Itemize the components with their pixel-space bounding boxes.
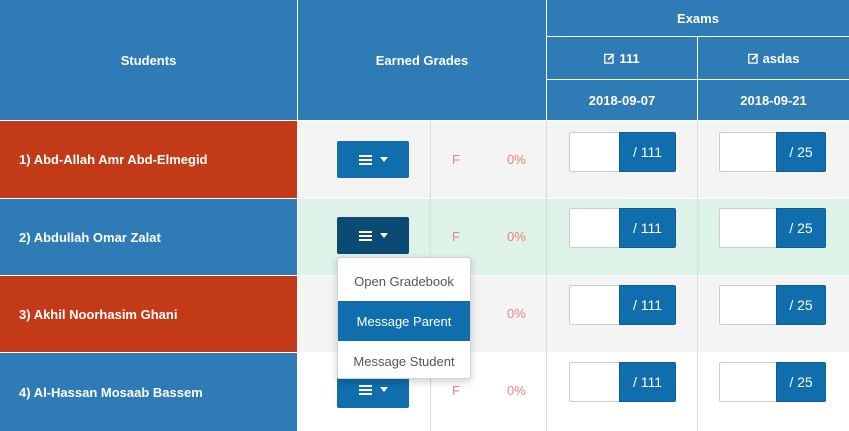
score-input-group: / 111 xyxy=(569,362,676,402)
exam-column-1-header[interactable]: 111 xyxy=(547,37,697,79)
score-max: / 25 xyxy=(776,208,826,248)
letter-grade: F xyxy=(452,152,460,167)
actions-dropdown-menu: Open Gradebook Message Parent Message St… xyxy=(337,257,471,379)
edit-icon xyxy=(604,53,615,64)
table-row: 2) Abdullah Omar Zalat F 0% / 111 / 25 xyxy=(0,199,849,275)
score-input[interactable] xyxy=(569,132,619,172)
score-input[interactable] xyxy=(569,285,619,325)
student-name[interactable]: 4) Al-Hassan Mosaab Bassem xyxy=(0,353,297,431)
score-input[interactable] xyxy=(719,132,776,172)
score-input[interactable] xyxy=(569,208,619,248)
letter-grade: F xyxy=(452,229,460,244)
score-max: / 25 xyxy=(776,285,826,325)
letter-grade: F xyxy=(452,383,460,398)
exam-column-2-date-label: 2018-09-21 xyxy=(740,92,807,108)
actions-menu-button[interactable] xyxy=(337,217,409,254)
student-name[interactable]: 2) Abdullah Omar Zalat xyxy=(0,199,297,275)
score-input[interactable] xyxy=(569,362,619,402)
score-max: / 111 xyxy=(619,362,676,402)
exam-column-1-date-label: 2018-09-07 xyxy=(588,92,656,108)
menu-item-message-student[interactable]: Message Student xyxy=(353,353,455,369)
grade-percent: 0% xyxy=(507,152,526,167)
score-max: / 25 xyxy=(776,362,826,402)
score-input-group: / 25 xyxy=(719,208,826,248)
student-name[interactable]: 3) Akhil Noorhasim Ghani xyxy=(0,276,297,352)
menu-item-message-parent[interactable]: Message Parent xyxy=(338,301,470,341)
exam-column-2-name: asdas xyxy=(762,50,800,66)
column-divider xyxy=(697,121,698,431)
grade-percent: 0% xyxy=(507,306,526,321)
student-name-label: 1) Abd-Allah Amr Abd-Elmegid xyxy=(19,152,208,167)
score-input-group: / 25 xyxy=(719,362,826,402)
exam-column-2-header[interactable]: asdas xyxy=(698,37,849,79)
header-students-label: Students xyxy=(120,52,177,68)
caret-down-icon xyxy=(379,157,388,162)
bars-icon xyxy=(358,383,372,397)
actions-menu-button[interactable] xyxy=(337,141,409,178)
table-row: 3) Akhil Noorhasim Ghani F 0% / 111 / 25 xyxy=(0,276,849,352)
student-name[interactable]: 1) Abd-Allah Amr Abd-Elmegid xyxy=(0,121,297,198)
student-name-label: 3) Akhil Noorhasim Ghani xyxy=(19,306,178,322)
exam-column-1-date: 2018-09-07 xyxy=(547,80,697,120)
student-name-label: 4) Al-Hassan Mosaab Bassem xyxy=(19,384,203,400)
menu-item-open-gradebook[interactable]: Open Gradebook xyxy=(354,273,454,289)
caret-down-icon xyxy=(379,387,388,392)
score-input-group: / 111 xyxy=(569,132,676,172)
score-input[interactable] xyxy=(719,285,776,325)
edit-icon xyxy=(747,53,758,64)
header-exams: Exams xyxy=(547,0,849,36)
student-name-label: 2) Abdullah Omar Zalat xyxy=(19,229,161,245)
score-input-group: / 111 xyxy=(569,208,676,248)
header-earned-grades-label: Earned Grades xyxy=(375,52,469,68)
header-exams-label: Exams xyxy=(677,10,719,26)
header-earned-grades: Earned Grades xyxy=(298,0,546,120)
score-max: / 111 xyxy=(619,132,676,172)
table-row: 1) Abd-Allah Amr Abd-Elmegid F 0% / 111 … xyxy=(0,121,849,198)
exam-column-2-date: 2018-09-21 xyxy=(698,80,849,120)
score-max: / 25 xyxy=(776,132,826,172)
score-input-group: / 25 xyxy=(719,132,826,172)
score-input[interactable] xyxy=(719,208,776,248)
score-max: / 111 xyxy=(619,285,676,325)
score-input-group: / 25 xyxy=(719,285,826,325)
score-input[interactable] xyxy=(719,362,776,402)
caret-down-icon xyxy=(379,233,388,238)
score-input-group: / 111 xyxy=(569,285,676,325)
header-students: Students xyxy=(0,0,297,120)
score-max: / 111 xyxy=(619,208,676,248)
exam-column-1-name: 111 xyxy=(619,50,640,66)
grade-percent: 0% xyxy=(507,383,526,398)
bars-icon xyxy=(358,153,372,167)
bars-icon xyxy=(358,229,372,243)
grade-percent: 0% xyxy=(507,229,526,244)
column-divider xyxy=(546,121,547,431)
